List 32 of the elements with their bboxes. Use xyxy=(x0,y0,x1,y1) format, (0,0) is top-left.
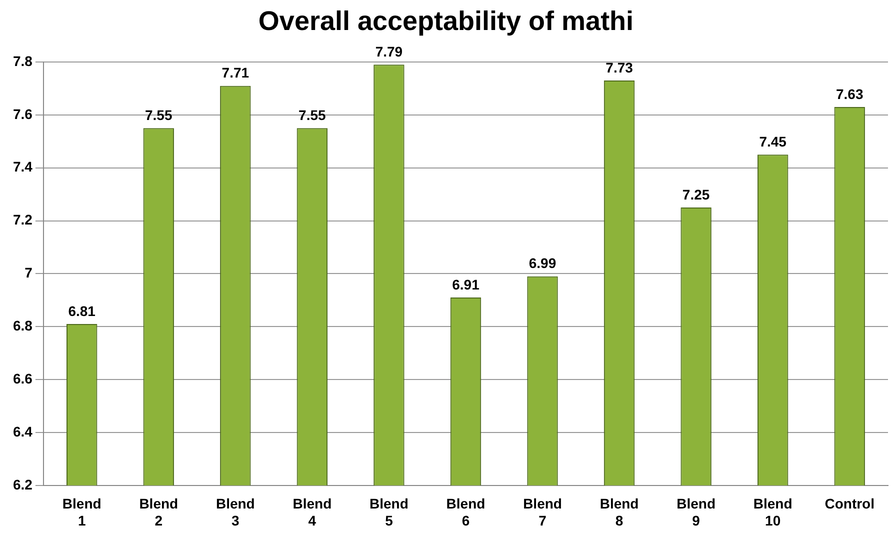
chart-title: Overall acceptability of mathi xyxy=(257,5,635,38)
y-tick-label: 6.6 xyxy=(12,370,33,386)
y-tick-label: 6.2 xyxy=(12,476,33,492)
x-tick-label: Blend 6 xyxy=(446,496,486,528)
x-tick-label: Blend 1 xyxy=(62,496,102,528)
data-label: 7.71 xyxy=(222,64,250,81)
x-tick-label: Blend 2 xyxy=(139,496,178,528)
y-tick-label: 7 xyxy=(24,264,33,281)
x-tick-label: Control xyxy=(824,496,874,512)
y-tick-label: 7.4 xyxy=(12,158,33,175)
data-label: 7.45 xyxy=(759,133,787,150)
data-label: 7.79 xyxy=(375,44,403,60)
y-tick-label: 7.6 xyxy=(12,106,33,122)
x-tick-label: Blend 7 xyxy=(523,496,562,528)
y-tick-label: 7.8 xyxy=(12,52,33,69)
y-tick-label: 6.8 xyxy=(12,317,33,334)
data-label: 7.55 xyxy=(298,107,326,124)
y-tick-label: 7.2 xyxy=(12,212,33,228)
data-label: 6.99 xyxy=(528,255,556,272)
x-tick-label: Blend 5 xyxy=(370,496,408,528)
x-tick-label: Blend 8 xyxy=(600,496,639,528)
x-tick-label: Blend 10 xyxy=(753,496,792,528)
data-label: 7.73 xyxy=(606,59,634,76)
data-label: 7.63 xyxy=(836,86,864,102)
x-tick-label: Blend 3 xyxy=(216,496,255,528)
data-label: 7.25 xyxy=(682,186,710,202)
x-tick-label: Blend 9 xyxy=(676,496,716,528)
data-label: 6.91 xyxy=(452,276,480,292)
data-label: 6.81 xyxy=(68,302,96,319)
x-tick-label: Blend 4 xyxy=(292,496,332,528)
data-label: 7.55 xyxy=(145,107,172,124)
y-tick-label: 6.4 xyxy=(12,423,33,440)
